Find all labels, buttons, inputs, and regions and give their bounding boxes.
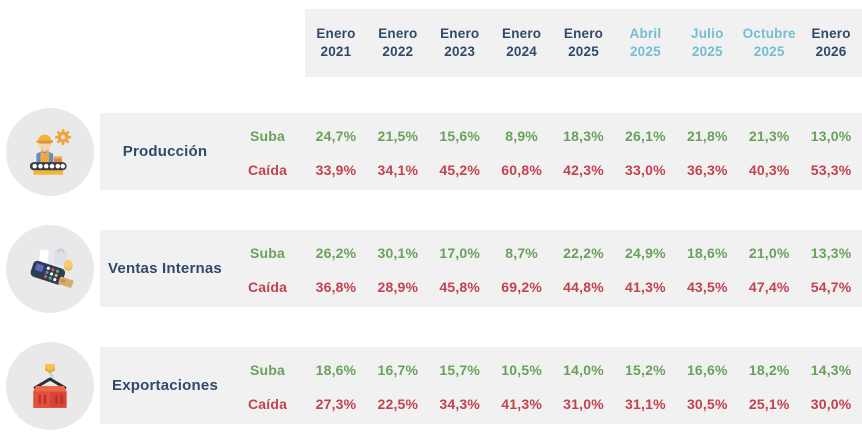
period-header-band: Enero 2021 Enero 2022 Enero 2023 Enero 2… xyxy=(305,9,862,77)
table-cell: 53,3% xyxy=(810,162,852,178)
exportaciones-rows: Suba 18,6% 16,7% 15,7% 10,5% 14,0% 15,2%… xyxy=(230,347,862,424)
table-cell: 40,3% xyxy=(748,162,790,178)
section-exportaciones: Exportaciones Suba 18,6% 16,7% 15,7% 10,… xyxy=(0,341,862,430)
table-cell: 18,3% xyxy=(563,128,604,144)
table-cell: 15,2% xyxy=(625,362,666,378)
ventas-label: Ventas Internas xyxy=(108,260,222,277)
table-cell: 21,0% xyxy=(748,245,790,261)
table-cell: 60,8% xyxy=(501,162,542,178)
table-cell: 54,7% xyxy=(810,279,852,295)
table-cell: 26,2% xyxy=(315,245,357,261)
ventas-rows: Suba 26,2% 30,1% 17,0% 8,7% 22,2% 24,9% … xyxy=(230,230,862,307)
table-cell: 44,8% xyxy=(563,279,604,295)
table-cell: 27,3% xyxy=(315,396,357,412)
table-cell: 10,5% xyxy=(501,362,542,378)
shipping-container-icon xyxy=(6,341,94,430)
table-cell: 16,7% xyxy=(377,362,419,378)
table-cell: 17,0% xyxy=(439,245,481,261)
column-header-abril-2025: Abril 2025 xyxy=(629,26,662,59)
pos-terminal-icon xyxy=(6,224,94,313)
exportaciones-icon-wrap xyxy=(0,341,100,430)
expectations-table: Enero 2021 Enero 2022 Enero 2023 Enero 2… xyxy=(0,9,862,436)
column-header-enero-2026: Enero 2026 xyxy=(811,26,851,59)
table-cell: 34,1% xyxy=(377,162,419,178)
factory-worker-icon xyxy=(6,107,94,196)
exportaciones-caida-row: Caída 27,3% 22,5% 34,3% 41,3% 31,0% 31,1… xyxy=(230,387,862,421)
section-ventas-internas: Ventas Internas Suba 26,2% 30,1% 17,0% 8… xyxy=(0,224,862,313)
table-cell: 18,6% xyxy=(315,362,357,378)
header-spacer xyxy=(0,9,305,77)
table-cell: 15,6% xyxy=(439,128,481,144)
produccion-label: Producción xyxy=(122,143,208,160)
caida-row-label: Caída xyxy=(247,162,288,178)
exportaciones-band: Exportaciones Suba 18,6% 16,7% 15,7% 10,… xyxy=(100,347,862,424)
exportaciones-suba-row: Suba 18,6% 16,7% 15,7% 10,5% 14,0% 15,2%… xyxy=(230,353,862,387)
produccion-caida-row: Caída 33,9% 34,1% 45,2% 60,8% 42,3% 33,0… xyxy=(230,153,862,187)
table-cell: 26,1% xyxy=(625,128,666,144)
column-header-enero-2025: Enero 2025 xyxy=(563,26,604,59)
table-cell: 22,2% xyxy=(563,245,604,261)
ventas-band: Ventas Internas Suba 26,2% 30,1% 17,0% 8… xyxy=(100,230,862,307)
column-header-octubre-2025: Octubre 2025 xyxy=(742,26,796,59)
table-cell: 21,8% xyxy=(686,128,728,144)
table-cell: 8,7% xyxy=(505,245,538,261)
ventas-icon-wrap xyxy=(0,224,100,313)
column-header-enero-2024: Enero 2024 xyxy=(501,26,542,59)
table-cell: 69,2% xyxy=(501,279,542,295)
table-cell: 21,3% xyxy=(748,128,790,144)
table-cell: 21,5% xyxy=(377,128,419,144)
suba-row-label: Suba xyxy=(249,362,286,378)
table-cell: 31,0% xyxy=(563,396,604,412)
column-header-julio-2025: Julio 2025 xyxy=(691,26,724,59)
table-cell: 14,0% xyxy=(563,362,604,378)
table-cell: 18,2% xyxy=(748,362,790,378)
table-cell: 24,7% xyxy=(315,128,357,144)
table-cell: 13,0% xyxy=(810,128,852,144)
produccion-band: Producción Suba 24,7% 21,5% 15,6% 8,9% 1… xyxy=(100,113,862,190)
table-cell: 45,8% xyxy=(439,279,481,295)
table-cell: 24,9% xyxy=(625,245,666,261)
caida-row-label: Caída xyxy=(247,396,288,412)
table-cell: 34,3% xyxy=(439,396,481,412)
suba-row-label: Suba xyxy=(249,245,286,261)
column-header-enero-2021: Enero 2021 xyxy=(316,26,356,59)
table-cell: 25,1% xyxy=(748,396,790,412)
table-cell: 41,3% xyxy=(625,279,666,295)
table-cell: 14,3% xyxy=(810,362,852,378)
table-cell: 18,6% xyxy=(686,245,728,261)
period-header-row: Enero 2021 Enero 2022 Enero 2023 Enero 2… xyxy=(0,9,862,77)
table-cell: 43,5% xyxy=(686,279,728,295)
table-cell: 28,9% xyxy=(377,279,419,295)
table-cell: 33,9% xyxy=(315,162,357,178)
table-cell: 45,2% xyxy=(439,162,481,178)
table-cell: 47,4% xyxy=(748,279,790,295)
produccion-rows: Suba 24,7% 21,5% 15,6% 8,9% 18,3% 26,1% … xyxy=(230,113,862,190)
ventas-caida-row: Caída 36,8% 28,9% 45,8% 69,2% 44,8% 41,3… xyxy=(230,270,862,304)
section-produccion: Producción Suba 24,7% 21,5% 15,6% 8,9% 1… xyxy=(0,107,862,196)
table-cell: 15,7% xyxy=(439,362,481,378)
ventas-suba-row: Suba 26,2% 30,1% 17,0% 8,7% 22,2% 24,9% … xyxy=(230,236,862,270)
table-cell: 41,3% xyxy=(501,396,542,412)
table-cell: 33,0% xyxy=(625,162,666,178)
table-cell: 36,3% xyxy=(686,162,728,178)
produccion-suba-row: Suba 24,7% 21,5% 15,6% 8,9% 18,3% 26,1% … xyxy=(230,119,862,153)
produccion-icon-wrap xyxy=(0,107,100,196)
exportaciones-label: Exportaciones xyxy=(112,377,218,394)
column-header-enero-2022: Enero 2022 xyxy=(378,26,418,59)
table-cell: 22,5% xyxy=(377,396,419,412)
table-cell: 30,1% xyxy=(377,245,419,261)
table-cell: 13,3% xyxy=(810,245,852,261)
table-cell: 8,9% xyxy=(505,128,538,144)
table-cell: 31,1% xyxy=(625,396,666,412)
table-cell: 16,6% xyxy=(686,362,728,378)
column-header-enero-2023: Enero 2023 xyxy=(440,26,480,59)
table-cell: 30,0% xyxy=(810,396,852,412)
suba-row-label: Suba xyxy=(249,128,286,144)
table-cell: 36,8% xyxy=(315,279,357,295)
table-cell: 30,5% xyxy=(686,396,728,412)
caida-row-label: Caída xyxy=(247,279,288,295)
table-cell: 42,3% xyxy=(563,162,604,178)
